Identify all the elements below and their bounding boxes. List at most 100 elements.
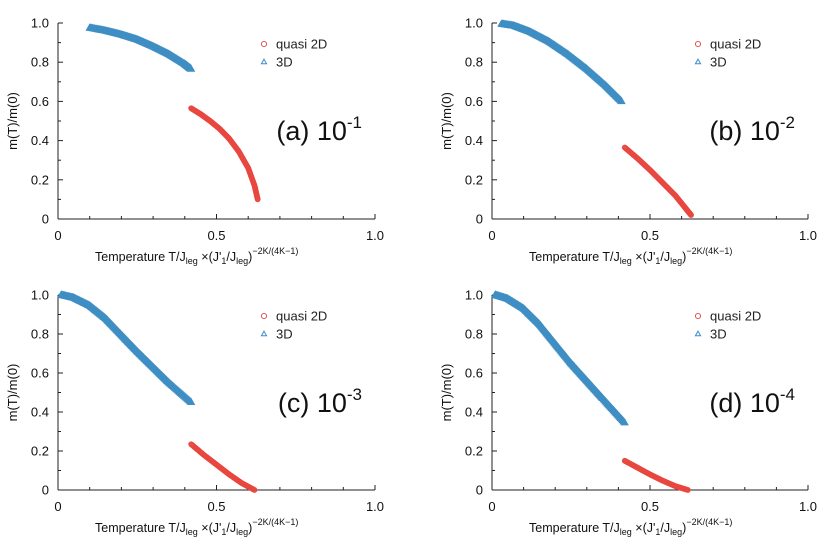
x-label-main: ×(J' (632, 250, 656, 264)
y-tick-label: 0.8 (465, 327, 483, 342)
y-tick-label: 1.0 (465, 16, 483, 31)
x-label-main: ) (682, 521, 686, 535)
legend-label-quasi-2d: quasi 2D (710, 37, 761, 52)
x-label-sup: −2K/(4K−1) (686, 517, 732, 527)
y-tick-label: 0.8 (31, 327, 49, 342)
y-tick-label: 0.6 (31, 366, 49, 381)
data-point-3d (186, 64, 196, 72)
y-tick-label: 0 (42, 483, 49, 498)
x-tick-label: 0 (54, 499, 61, 514)
data-point-3d (186, 397, 196, 405)
panel-label-exponent: -4 (780, 385, 795, 404)
x-label-sup: −2K/(4K−1) (252, 246, 298, 256)
x-label-sub: leg (186, 527, 198, 537)
x-tick-label: 0.5 (207, 499, 225, 514)
y-tick-label: 0.2 (465, 444, 483, 459)
y-tick-label: 0.4 (31, 405, 49, 420)
x-tick-label: 0 (488, 228, 495, 243)
legend-marker-quasi-2d (694, 40, 702, 48)
panel-label-exponent: -1 (347, 113, 362, 132)
legend-marker-3d (694, 330, 702, 337)
x-label-sub: 1 (221, 256, 226, 266)
y-tick-label: 1.0 (31, 288, 49, 303)
y-tick-label: 0.6 (31, 94, 49, 109)
chart-panel-b: 0 0.2 0.4 0.6 0.8 1.0 0 0.5 1.0 m(T)/m(0) Temperat… (439, 16, 817, 267)
panel-label: (b) 10-2 (709, 113, 795, 146)
legend-label-3d: 3D (710, 55, 727, 70)
y-tick-label: 0 (476, 483, 483, 498)
panel-label-exponent: -2 (780, 113, 795, 132)
data-point-3d (617, 96, 626, 105)
x-axis-label: Temperature T/Jleg ×(J'1/Jleg)−2K/(4K−1) (529, 517, 732, 537)
y-tick-label: 0 (476, 212, 483, 227)
x-tick-label: 1.0 (366, 228, 384, 243)
y-tick-label: 0.8 (31, 55, 49, 70)
panel-label-text: (c) 10 (278, 388, 347, 418)
legend-marker-quasi-2d (260, 312, 268, 320)
y-tick-label: 0.2 (31, 172, 49, 187)
data-point-quasi-2d (685, 487, 691, 493)
x-label-main: ×(J' (198, 250, 222, 264)
y-axis-label: m(T)/m(0) (5, 92, 20, 150)
x-label-sub: 1 (655, 256, 660, 266)
x-axis-label: Temperature T/Jleg ×(J'1/Jleg)−2K/(4K−1) (95, 517, 298, 537)
x-label-sub: 1 (221, 527, 226, 537)
x-label-main: ) (248, 250, 252, 264)
legend-marker-3d (260, 58, 268, 65)
3d-series (491, 290, 629, 426)
x-tick-label: 1.0 (799, 499, 817, 514)
x-label-sup: −2K/(4K−1) (252, 517, 298, 527)
y-tick-label: 1.0 (465, 288, 483, 303)
x-axis-label: Temperature T/Jleg ×(J'1/Jleg)−2K/(4K−1) (529, 246, 732, 266)
3d-series (85, 23, 196, 72)
x-label-main: /J (226, 250, 236, 264)
y-tick-label: 0.2 (465, 172, 483, 187)
x-label-main: /J (660, 250, 670, 264)
legend-label-quasi-2d: quasi 2D (276, 37, 327, 52)
x-tick-label: 0 (488, 499, 495, 514)
y-axis-label: m(T)/m(0) (439, 92, 454, 150)
x-label-sub: leg (236, 527, 248, 537)
y-tick-label: 0.6 (465, 94, 483, 109)
y-tick-label: 0.4 (31, 133, 49, 148)
y-tick-label: 1.0 (31, 16, 49, 31)
panel-label-text: (b) 10 (709, 116, 780, 146)
data-point-3d (620, 418, 629, 426)
x-label-main: Temperature T/J (95, 521, 186, 535)
legend: quasi 2D 3D (260, 37, 327, 70)
x-label-sub: leg (670, 527, 682, 537)
chart-panel-a: 0 0.2 0.4 0.6 0.8 1.0 0 0.5 1.0 m(T)/m(0) Temperat… (5, 16, 384, 267)
legend-marker-3d (260, 330, 268, 337)
panel-label-exponent: -3 (347, 385, 362, 404)
x-label-main: ) (248, 521, 252, 535)
x-label-sub: 1 (655, 527, 660, 537)
legend: quasi 2D 3D (260, 309, 327, 342)
y-tick-label: 0 (42, 212, 49, 227)
x-tick-label: 1.0 (799, 228, 817, 243)
chart-panel-d: 0 0.2 0.4 0.6 0.8 1.0 0 0.5 1.0 m(T)/m(0) Temperat… (439, 288, 817, 538)
x-label-main: ×(J' (632, 521, 656, 535)
x-label-main: /J (226, 521, 236, 535)
legend: quasi 2D 3D (694, 37, 761, 70)
y-tick-label: 0.8 (465, 55, 483, 70)
panel-label-text: (d) 10 (709, 388, 780, 418)
x-label-main: /J (660, 521, 670, 535)
x-label-sub: leg (620, 527, 632, 537)
x-label-main: Temperature T/J (95, 250, 186, 264)
x-label-main: Temperature T/J (529, 521, 620, 535)
legend-label-3d: 3D (710, 327, 727, 342)
quasi-2d-series (621, 457, 691, 493)
3d-series (497, 19, 626, 105)
x-label-main: ) (682, 250, 686, 264)
legend-marker-quasi-2d (260, 40, 268, 48)
data-point-quasi-2d (688, 212, 694, 218)
x-axis-label: Temperature T/Jleg ×(J'1/Jleg)−2K/(4K−1) (95, 246, 298, 266)
quasi-2d-series (621, 144, 694, 218)
x-label-sub: leg (620, 256, 632, 266)
quasi-2d-series (188, 441, 258, 493)
x-label-main: Temperature T/J (529, 250, 620, 264)
panel-label: (c) 10-3 (278, 385, 362, 418)
legend: quasi 2D 3D (694, 309, 761, 342)
panel-label-text: (a) 10 (276, 116, 347, 146)
